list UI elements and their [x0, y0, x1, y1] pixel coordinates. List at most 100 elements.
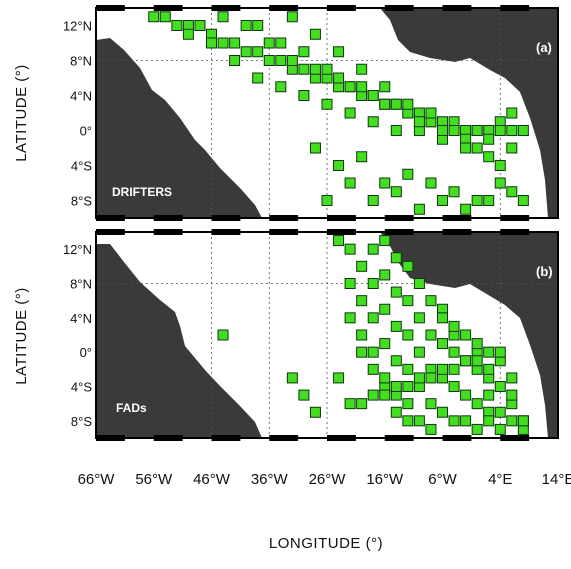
data-point-marker — [413, 415, 425, 427]
data-point-marker — [321, 98, 333, 110]
data-point-marker — [379, 177, 391, 189]
data-point-marker — [471, 195, 483, 206]
latitude-tick-label: 8°S — [71, 194, 92, 209]
data-point-marker — [494, 177, 506, 189]
data-point-marker — [356, 398, 368, 410]
data-point-marker — [344, 243, 356, 255]
data-point-marker — [448, 381, 460, 392]
data-point-marker — [379, 303, 391, 315]
frame-bar — [269, 435, 299, 441]
frame-bar — [211, 215, 241, 221]
data-point-marker — [425, 423, 437, 435]
frame-bar — [211, 435, 241, 441]
south-america-land — [96, 244, 262, 438]
data-point-marker — [217, 329, 229, 341]
data-point-marker — [460, 389, 472, 401]
frame-bar — [327, 229, 356, 235]
frame-bar — [96, 215, 125, 221]
data-point-marker — [413, 116, 425, 128]
data-point-marker — [494, 125, 506, 136]
latitude-tick-labels: 12°N 8°N 4°N 0° 4°S 8°S — [63, 242, 92, 429]
frame-bar — [384, 435, 414, 441]
data-point-marker — [356, 63, 368, 75]
data-point-marker — [506, 125, 518, 136]
longitude-tick-label: 66°W — [78, 471, 116, 488]
data-point-marker — [309, 142, 321, 154]
latitude-tick-label: 4°S — [71, 159, 92, 174]
data-point-marker — [425, 107, 437, 119]
data-point-marker — [437, 312, 448, 324]
latitude-tick-label: 12°N — [63, 19, 92, 34]
panel-a-drifters-map: (a) DRIFTERS 12°N 8°N 4°N 0° 4°S 8°S LATITUDE… — [13, 5, 559, 221]
data-point-marker — [425, 329, 437, 341]
frame-bar — [384, 5, 414, 11]
longitude-tick-label: 14°E — [542, 471, 571, 488]
data-point-marker — [471, 398, 483, 410]
data-point-marker — [494, 381, 506, 392]
graticule-lines — [96, 232, 558, 438]
africa-land — [380, 8, 558, 218]
data-point-marker — [471, 423, 483, 435]
data-point-marker — [506, 142, 518, 154]
frame-bar — [442, 215, 472, 221]
data-point-marker — [494, 423, 506, 435]
data-point-marker — [321, 195, 333, 206]
data-point-marker — [275, 81, 287, 93]
panel-name: FADs — [116, 401, 147, 415]
longitude-tick-label: 16°W — [366, 471, 404, 488]
frame-bar — [153, 229, 183, 235]
data-point-marker — [483, 415, 495, 427]
frame-bar — [442, 5, 472, 11]
data-point-marker — [471, 355, 483, 367]
data-point-marker — [379, 269, 391, 281]
data-point-marker — [159, 11, 171, 23]
frame-bar — [153, 215, 183, 221]
frame-bar — [153, 5, 183, 11]
data-point-marker — [506, 415, 518, 427]
frame-bar — [327, 5, 356, 11]
latitude-tick-label: 0° — [80, 345, 92, 360]
data-point-marker — [298, 63, 310, 75]
data-point-marker — [425, 398, 437, 410]
frame-bar — [500, 215, 530, 221]
data-point-marker — [298, 90, 310, 101]
fad-markers — [217, 235, 529, 435]
data-point-marker — [471, 338, 483, 350]
data-point-marker — [425, 372, 437, 384]
data-point-marker — [390, 98, 402, 110]
data-point-marker — [321, 63, 333, 75]
data-point-marker — [506, 372, 518, 384]
data-point-marker — [286, 11, 298, 23]
africa-land — [380, 232, 558, 438]
data-point-marker — [367, 116, 379, 128]
data-point-marker — [367, 195, 379, 206]
data-point-marker — [263, 55, 275, 66]
data-point-marker — [344, 177, 356, 189]
longitude-tick-label: 36°W — [251, 471, 289, 488]
data-point-marker — [402, 415, 414, 427]
data-point-marker — [333, 372, 345, 384]
frame-bar — [269, 229, 299, 235]
data-point-marker — [356, 81, 368, 93]
data-point-marker — [506, 186, 518, 198]
longitude-tick-labels: 66°W 56°W 46°W 36°W 26°W 16°W 6°W 4°E 14°E — [78, 471, 571, 488]
data-point-marker — [460, 415, 472, 427]
latitude-tick-label: 4°S — [71, 380, 92, 395]
panel-label: (b) — [536, 264, 553, 279]
data-point-marker — [148, 11, 160, 23]
data-point-marker — [460, 329, 472, 341]
frame-tick-bars — [96, 5, 530, 221]
frame-bar — [500, 435, 530, 441]
data-point-marker — [379, 98, 391, 110]
data-point-marker — [390, 355, 402, 367]
data-point-marker — [448, 320, 460, 332]
south-america-land — [96, 38, 262, 218]
data-point-marker — [344, 107, 356, 119]
data-point-marker — [367, 243, 379, 255]
data-point-marker — [252, 72, 264, 84]
data-point-marker — [402, 260, 414, 272]
data-point-marker — [344, 312, 356, 324]
data-point-marker — [437, 406, 448, 418]
data-point-marker — [390, 320, 402, 332]
data-point-marker — [367, 278, 379, 289]
